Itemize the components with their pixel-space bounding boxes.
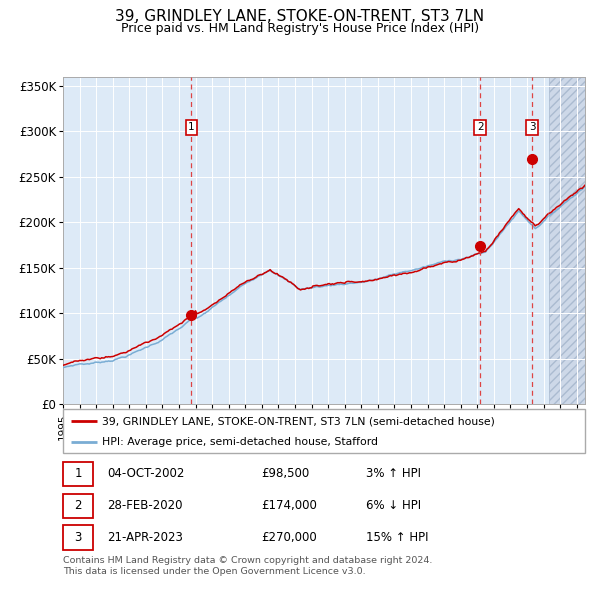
Text: 21-APR-2023: 21-APR-2023 — [107, 531, 183, 544]
Text: HPI: Average price, semi-detached house, Stafford: HPI: Average price, semi-detached house,… — [102, 437, 378, 447]
Bar — [549, 77, 585, 404]
Text: 6% ↓ HPI: 6% ↓ HPI — [366, 499, 421, 512]
Bar — [63, 525, 93, 550]
Text: 2: 2 — [477, 123, 484, 132]
Text: 1: 1 — [74, 467, 82, 480]
Text: 3: 3 — [74, 531, 82, 544]
Bar — [63, 461, 93, 486]
Text: £98,500: £98,500 — [262, 467, 310, 480]
Text: 39, GRINDLEY LANE, STOKE-ON-TRENT, ST3 7LN: 39, GRINDLEY LANE, STOKE-ON-TRENT, ST3 7… — [115, 9, 485, 24]
Bar — [549, 77, 585, 404]
Text: £174,000: £174,000 — [262, 499, 317, 512]
Text: 2: 2 — [74, 499, 82, 512]
Text: £270,000: £270,000 — [262, 531, 317, 544]
Text: 28-FEB-2020: 28-FEB-2020 — [107, 499, 183, 512]
Text: 3: 3 — [529, 123, 535, 132]
Bar — [63, 493, 93, 518]
Text: 15% ↑ HPI: 15% ↑ HPI — [366, 531, 428, 544]
Text: 39, GRINDLEY LANE, STOKE-ON-TRENT, ST3 7LN (semi-detached house): 39, GRINDLEY LANE, STOKE-ON-TRENT, ST3 7… — [102, 417, 495, 426]
Text: 04-OCT-2002: 04-OCT-2002 — [107, 467, 185, 480]
Text: 3% ↑ HPI: 3% ↑ HPI — [366, 467, 421, 480]
Text: 1: 1 — [188, 123, 195, 132]
Text: Price paid vs. HM Land Registry's House Price Index (HPI): Price paid vs. HM Land Registry's House … — [121, 22, 479, 35]
Text: Contains HM Land Registry data © Crown copyright and database right 2024.
This d: Contains HM Land Registry data © Crown c… — [63, 556, 433, 576]
